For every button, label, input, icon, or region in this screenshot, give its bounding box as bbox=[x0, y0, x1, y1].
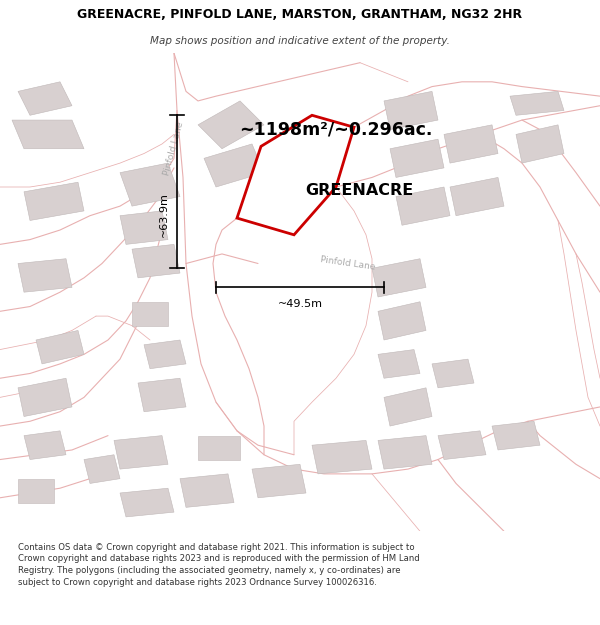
Polygon shape bbox=[252, 464, 306, 498]
Polygon shape bbox=[492, 421, 540, 450]
Polygon shape bbox=[138, 378, 186, 412]
Polygon shape bbox=[510, 91, 564, 115]
Polygon shape bbox=[18, 82, 72, 115]
Text: ~1198m²/~0.296ac.: ~1198m²/~0.296ac. bbox=[239, 121, 433, 139]
Polygon shape bbox=[372, 259, 426, 297]
Text: Contains OS data © Crown copyright and database right 2021. This information is : Contains OS data © Crown copyright and d… bbox=[18, 542, 420, 587]
Polygon shape bbox=[516, 125, 564, 163]
Text: GREENACRE, PINFOLD LANE, MARSTON, GRANTHAM, NG32 2HR: GREENACRE, PINFOLD LANE, MARSTON, GRANTH… bbox=[77, 8, 523, 21]
Text: GREENACRE: GREENACRE bbox=[305, 183, 413, 198]
Polygon shape bbox=[384, 91, 438, 129]
Polygon shape bbox=[312, 441, 372, 474]
Polygon shape bbox=[120, 211, 168, 244]
Polygon shape bbox=[198, 436, 240, 459]
Polygon shape bbox=[378, 436, 432, 469]
Polygon shape bbox=[132, 244, 180, 278]
Polygon shape bbox=[114, 436, 168, 469]
Polygon shape bbox=[378, 349, 420, 378]
Polygon shape bbox=[450, 177, 504, 216]
Polygon shape bbox=[384, 388, 432, 426]
Text: Map shows position and indicative extent of the property.: Map shows position and indicative extent… bbox=[150, 36, 450, 46]
Polygon shape bbox=[84, 455, 120, 484]
Polygon shape bbox=[198, 101, 264, 149]
Polygon shape bbox=[444, 125, 498, 163]
Text: ~63.9m: ~63.9m bbox=[159, 192, 169, 237]
Polygon shape bbox=[144, 340, 186, 369]
Polygon shape bbox=[438, 431, 486, 459]
Polygon shape bbox=[24, 431, 66, 459]
Polygon shape bbox=[18, 378, 72, 416]
Polygon shape bbox=[120, 163, 180, 206]
Polygon shape bbox=[180, 474, 234, 508]
Polygon shape bbox=[120, 488, 174, 517]
Polygon shape bbox=[18, 479, 54, 502]
Text: Pinfold Lane: Pinfold Lane bbox=[163, 121, 185, 177]
Polygon shape bbox=[204, 144, 264, 187]
Text: ~49.5m: ~49.5m bbox=[277, 299, 323, 309]
Polygon shape bbox=[24, 182, 84, 221]
Text: Pinfold Lane: Pinfold Lane bbox=[320, 255, 376, 272]
Polygon shape bbox=[18, 259, 72, 292]
Polygon shape bbox=[390, 139, 444, 177]
Polygon shape bbox=[132, 302, 168, 326]
Polygon shape bbox=[12, 120, 84, 149]
Polygon shape bbox=[36, 331, 84, 364]
Polygon shape bbox=[396, 187, 450, 225]
Polygon shape bbox=[432, 359, 474, 388]
Polygon shape bbox=[237, 115, 354, 235]
Polygon shape bbox=[378, 302, 426, 340]
